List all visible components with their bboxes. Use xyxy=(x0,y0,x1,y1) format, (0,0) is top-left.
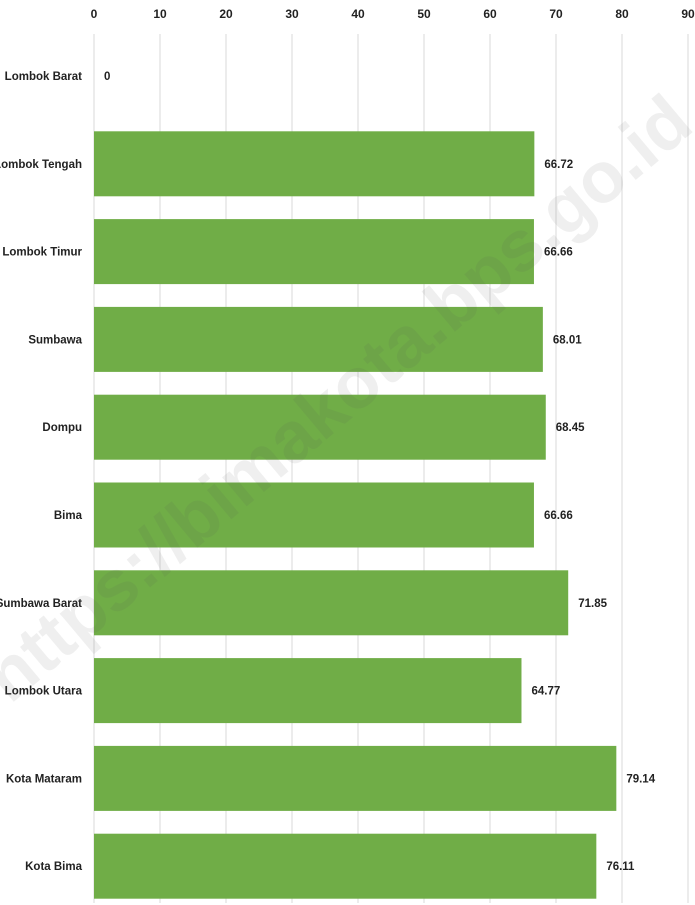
category-label: Dompu xyxy=(42,422,82,434)
data-label: 66.66 xyxy=(544,247,573,259)
category-label: Lombok Tengah xyxy=(0,159,82,171)
data-label: 66.72 xyxy=(544,159,573,171)
x-tick-label: 90 xyxy=(681,7,695,21)
x-tick-label: 10 xyxy=(153,7,167,21)
category-label: Kota Mataram xyxy=(6,773,82,785)
data-label: 79.14 xyxy=(626,773,655,785)
bar xyxy=(94,306,543,372)
data-label: 0 xyxy=(104,71,110,83)
x-tick-label: 30 xyxy=(285,7,299,21)
data-label: 71.85 xyxy=(578,598,607,610)
x-tick-label: 70 xyxy=(549,7,563,21)
category-label: Lombok Barat xyxy=(5,71,82,83)
category-labels: Lombok Barat Lombok Tengah Lombok Timur Sum… xyxy=(0,71,83,873)
category-label: Lombok Timur xyxy=(2,247,82,259)
category-label: Sumbawa xyxy=(28,334,82,346)
bar xyxy=(94,394,546,460)
bar xyxy=(94,482,534,548)
data-label: 64.77 xyxy=(531,686,560,698)
x-axis-ticks: 0 10 20 30 40 50 60 70 80 90 xyxy=(91,7,695,21)
bar xyxy=(94,833,597,899)
bar xyxy=(94,745,617,811)
data-label: 68.45 xyxy=(556,422,585,434)
x-tick-label: 40 xyxy=(351,7,365,21)
bar xyxy=(94,131,535,197)
x-tick-label: 80 xyxy=(615,7,629,21)
category-label: Sumbawa Barat xyxy=(0,598,82,610)
value-labels: 0 66.72 66.66 68.01 68.45 66.66 71.85 64.77 79.1… xyxy=(104,71,656,873)
x-tick-label: 60 xyxy=(483,7,497,21)
data-label: 76.11 xyxy=(606,861,635,873)
bar xyxy=(94,658,522,724)
category-label: Bima xyxy=(54,510,83,522)
data-label: 68.01 xyxy=(553,334,582,346)
bar xyxy=(94,219,534,285)
data-label: 66.66 xyxy=(544,510,573,522)
x-tick-label: 20 xyxy=(219,7,233,21)
bar xyxy=(94,570,569,636)
category-label: Lombok Utara xyxy=(5,686,83,698)
category-label: Kota Bima xyxy=(25,861,82,873)
x-tick-label: 0 xyxy=(91,7,98,21)
x-tick-label: 50 xyxy=(417,7,431,21)
bars xyxy=(94,131,617,899)
